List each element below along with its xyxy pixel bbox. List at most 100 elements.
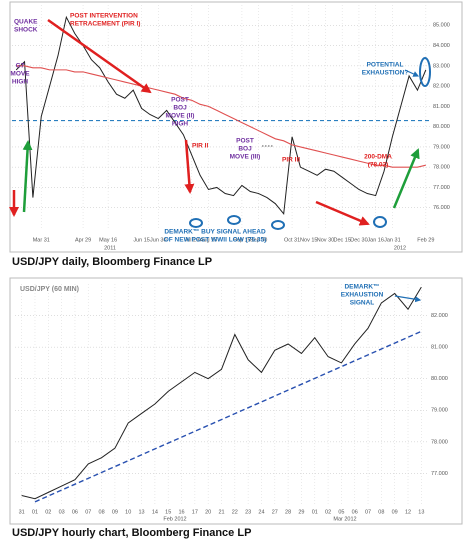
x-tick-label: 13 <box>418 509 424 515</box>
arrow <box>394 295 422 303</box>
x-tick-label: May 16 <box>99 237 117 243</box>
y-tick-label: 78.000 <box>431 439 448 445</box>
x-tick-label: 17 <box>192 509 198 515</box>
x-tick-label: 01 <box>32 509 38 515</box>
arrow <box>315 200 370 226</box>
x-tick-label: 06 <box>72 509 78 515</box>
x-tick-label: Jul 29 <box>184 237 199 243</box>
x-tick-label: Sep 15 <box>233 237 250 243</box>
x-period-label: Feb 2012 <box>163 516 186 522</box>
annotation: EXHAUSTION <box>341 292 384 299</box>
annotation: POST <box>236 138 254 145</box>
x-tick-label: 03 <box>59 509 65 515</box>
x-tick-label: 13 <box>139 509 145 515</box>
arrow <box>22 140 33 213</box>
annotation: PIR III <box>282 157 300 164</box>
x-tick-label: Feb 29 <box>417 237 434 243</box>
y-tick-label: 77.000 <box>431 471 448 477</box>
annotation: POST <box>171 97 189 104</box>
x-tick-label: 08 <box>378 509 384 515</box>
highlight-ellipse <box>227 215 241 225</box>
annotation: POST INTERVENTION <box>70 13 138 20</box>
highlight-ellipse <box>373 216 387 228</box>
series-line <box>15 15 427 216</box>
annotation: HIGH <box>172 121 189 128</box>
panel-frame <box>9 1 463 253</box>
x-tick-label: 09 <box>392 509 398 515</box>
x-tick-label: Oct 31 <box>284 237 300 243</box>
y-tick-label: 85.000 <box>433 23 450 29</box>
x-tick-label: Jun 15 <box>133 237 150 243</box>
annotation: RETRACEMENT (PIR I) <box>70 21 140 28</box>
x-tick-label: 24 <box>258 509 264 515</box>
annotation: OF NEW POST WWII LOW (75.35) <box>164 237 267 244</box>
x-tick-label: Nov 30 <box>317 237 334 243</box>
x-tick-label: 20 <box>205 509 211 515</box>
x-period-label: 2012 <box>394 245 406 251</box>
x-tick-label: 27 <box>272 509 278 515</box>
arrow <box>184 139 195 194</box>
x-tick-label: Jan 31 <box>384 237 401 243</box>
annotation: EXHAUSTION? <box>362 70 409 77</box>
x-tick-label: 22 <box>232 509 238 515</box>
series-line <box>16 65 426 168</box>
x-tick-label: 21 <box>218 509 224 515</box>
x-tick-label: 23 <box>245 509 251 515</box>
series-line <box>21 286 422 500</box>
annotation: MOVE (III) <box>230 154 261 161</box>
arrows <box>9 18 422 303</box>
annotation: 200-DMA <box>364 154 392 161</box>
x-tick-label: 31 <box>19 509 25 515</box>
y-tick-label: 82.000 <box>433 84 450 90</box>
x-tick-label: 16 <box>178 509 184 515</box>
annotation: SIGNAL <box>350 300 375 307</box>
annotation: BOJ <box>238 146 252 153</box>
panel-frame <box>9 277 463 525</box>
y-tick-label: 80.000 <box>431 376 448 382</box>
annotation: (78.02) <box>368 162 389 169</box>
y-tick-label: 76.000 <box>433 205 450 211</box>
annotation: MOVE <box>10 71 30 78</box>
x-tick-label: 02 <box>45 509 51 515</box>
x-tick-label: Dec 15 <box>334 237 351 243</box>
arrow <box>392 148 420 209</box>
y-tick-label: 84.000 <box>433 43 450 49</box>
caption: USD/JPY hourly chart, Bloomberg Finance … <box>12 527 251 539</box>
annotation: BOJ <box>173 105 187 112</box>
x-tick-label: 08 <box>99 509 105 515</box>
x-tick-label: 05 <box>338 509 344 515</box>
x-period-label: 2011 <box>104 245 116 251</box>
annotation: SHOCK <box>14 27 38 34</box>
x-tick-label: 15 <box>165 509 171 515</box>
y-tick-label: 80.000 <box>433 124 450 130</box>
y-tick-label: 79.000 <box>431 408 448 414</box>
y-tick-label: 81.000 <box>433 104 450 110</box>
x-tick-label: Aug 15 <box>200 237 217 243</box>
x-tick-label: Nov 15 <box>300 237 317 243</box>
highlight-ellipse <box>419 57 431 87</box>
annotation: PIR II <box>192 143 208 150</box>
chart-title: USD/JPY (60 MIN) <box>20 286 79 293</box>
x-tick-label: 12 <box>405 509 411 515</box>
trend-line <box>34 330 422 503</box>
ellipses <box>189 57 431 230</box>
x-tick-label: 29 <box>298 509 304 515</box>
x-period-label: Mar 2012 <box>333 516 356 522</box>
x-tick-label: 06 <box>352 509 358 515</box>
annotation: POTENTIAL <box>367 62 404 69</box>
x-tick-label: 10 <box>125 509 131 515</box>
x-tick-label: Jun 30 <box>150 237 167 243</box>
x-tick-label: 09 <box>112 509 118 515</box>
annotation: G7 <box>16 63 25 70</box>
x-tick-label: Apr 29 <box>75 237 91 243</box>
highlight-ellipse <box>271 220 285 230</box>
x-tick-label: 14 <box>152 509 158 515</box>
x-tick-label: 07 <box>85 509 91 515</box>
x-tick-label: Jan 16 <box>367 237 384 243</box>
x-tick-label: Sep 30 <box>250 237 267 243</box>
x-tick-label: 07 <box>365 509 371 515</box>
caption: USD/JPY daily, Bloomberg Finance LP <box>12 256 212 268</box>
x-tick-label: Mar 31 <box>33 237 50 243</box>
annotation: DEMARK™ <box>344 284 379 291</box>
